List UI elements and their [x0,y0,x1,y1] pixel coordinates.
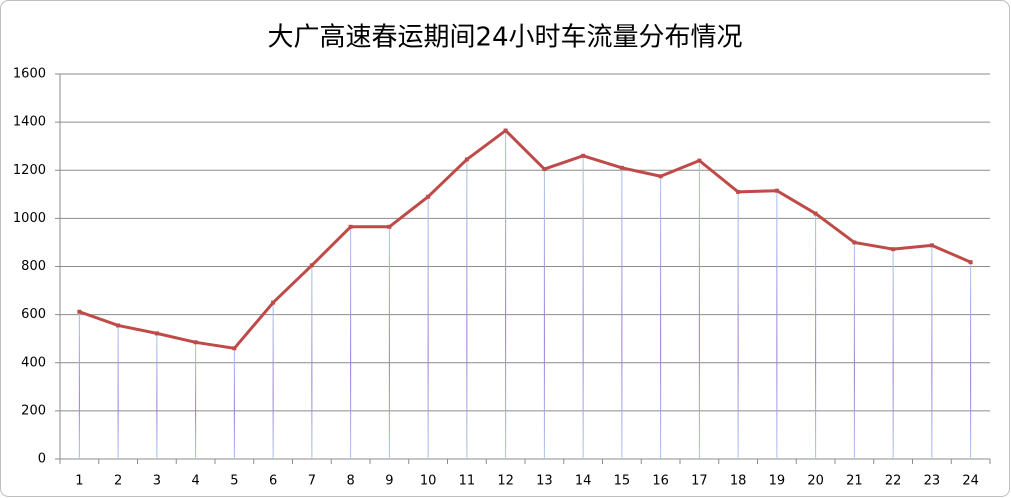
drop-line [582,155,584,459]
drop-line [78,311,80,459]
data-point [193,340,198,345]
x-tick-label: 3 [153,474,161,489]
y-tick-label: 800 [21,259,46,274]
drop-line [233,348,235,459]
data-point [503,128,508,133]
y-tick-label: 0 [38,452,46,467]
x-tick-label: 16 [652,474,669,489]
x-tick-label: 19 [769,474,786,489]
x-tick-label: 10 [420,474,437,489]
y-tick-label: 200 [21,403,46,418]
y-tick-label: 1400 [13,115,46,130]
chart-title: 大广高速春运期间24小时车流量分布情况 [267,23,742,53]
data-point [736,189,741,194]
data-point [542,167,547,172]
data-point [77,309,82,314]
data-point [929,243,934,248]
x-tick-label: 7 [308,474,316,489]
x-tick-label: 14 [575,474,592,489]
y-tick-label: 1000 [13,211,46,226]
drop-line [853,242,855,459]
data-point [968,260,973,265]
y-tick-label: 1600 [13,67,46,82]
drop-line [815,213,817,459]
drop-line [737,191,739,459]
data-point [387,224,392,229]
x-tick-label: 15 [614,474,631,489]
y-tick-label: 400 [21,355,46,370]
x-tick-label: 20 [807,474,824,489]
drop-line [698,160,700,459]
data-point [619,165,624,170]
drop-line [427,196,429,459]
drop-line [776,190,778,459]
drop-line [892,249,894,459]
drop-line [311,265,313,459]
x-tick-label: 12 [497,474,514,489]
data-point [581,153,586,158]
data-point [154,331,159,336]
x-tick-label: 5 [230,474,238,489]
x-tick-label: 18 [730,474,747,489]
x-tick-label: 24 [962,474,979,489]
drop-line [272,302,274,459]
x-tick-label: 9 [385,474,393,489]
x-tick-label: 8 [346,474,354,489]
x-tick-label: 1 [75,474,83,489]
data-point [348,224,353,229]
data-point [232,346,237,351]
data-line [78,129,972,350]
x-tick-label: 23 [924,474,941,489]
x-tick-label: 22 [885,474,902,489]
data-point [852,240,857,245]
x-tick-label: 6 [269,474,277,489]
data-point [116,323,121,328]
x-tick-label: 17 [691,474,708,489]
x-tick-label: 2 [114,474,122,489]
data-point [697,158,702,163]
x-tick-label: 11 [459,474,476,489]
y-tick-label: 600 [21,307,46,322]
x-tick-label: 21 [846,474,863,489]
drop-line [466,159,468,459]
data-point [464,157,469,162]
data-point [309,263,314,268]
drop-line [505,130,507,459]
drop-line [970,262,972,459]
data-point [891,247,896,252]
data-point [813,211,818,216]
drop-line [931,245,933,459]
data-point [774,188,779,193]
x-tick-label: 4 [191,474,199,489]
data-point [658,174,663,179]
y-tick-label: 1200 [13,163,46,178]
data-point [426,194,431,199]
drop-line [388,226,390,459]
drop-line [543,169,545,459]
drop-line [156,333,158,459]
drop-line [621,167,623,459]
drop-line [117,325,119,459]
drop-line [195,342,197,459]
drop-line [660,176,662,459]
x-tick-label: 13 [536,474,553,489]
drop-line [350,226,352,459]
data-point [271,300,276,305]
